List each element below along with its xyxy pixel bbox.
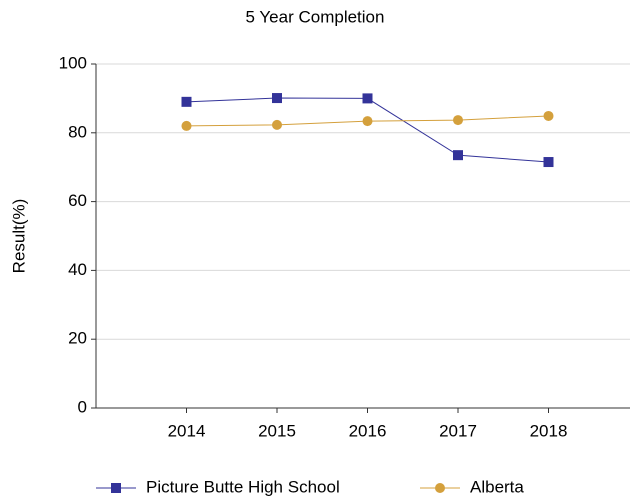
x-tick-label: 2014 [168,421,206,440]
marker [181,96,192,107]
y-axis-label: Result(%) [9,199,28,274]
series-line [186,97,549,163]
legend-label: Picture Butte High School [146,477,340,496]
y-tick-label: 100 [59,53,87,72]
marker [543,110,554,121]
marker [181,120,192,131]
x-tick-label: 2015 [258,421,296,440]
marker [111,483,121,493]
marker [272,93,282,104]
marker [453,115,463,126]
marker [435,483,445,493]
y-tick-label: 60 [68,191,87,210]
y-tick-label: 20 [68,329,87,348]
chart-title: 5 Year Completion [246,7,385,26]
y-tick-label: 80 [68,122,87,141]
marker [362,93,373,104]
y-tick-label: 40 [68,260,87,279]
x-tick-label: 2017 [439,421,477,440]
marker [543,157,554,168]
y-tick-label: 0 [78,397,87,416]
legend-label: Alberta [470,477,524,496]
x-tick-label: 2016 [349,421,387,440]
marker [362,116,373,127]
marker [453,150,463,161]
marker [272,119,282,130]
x-tick-label: 2018 [530,421,568,440]
